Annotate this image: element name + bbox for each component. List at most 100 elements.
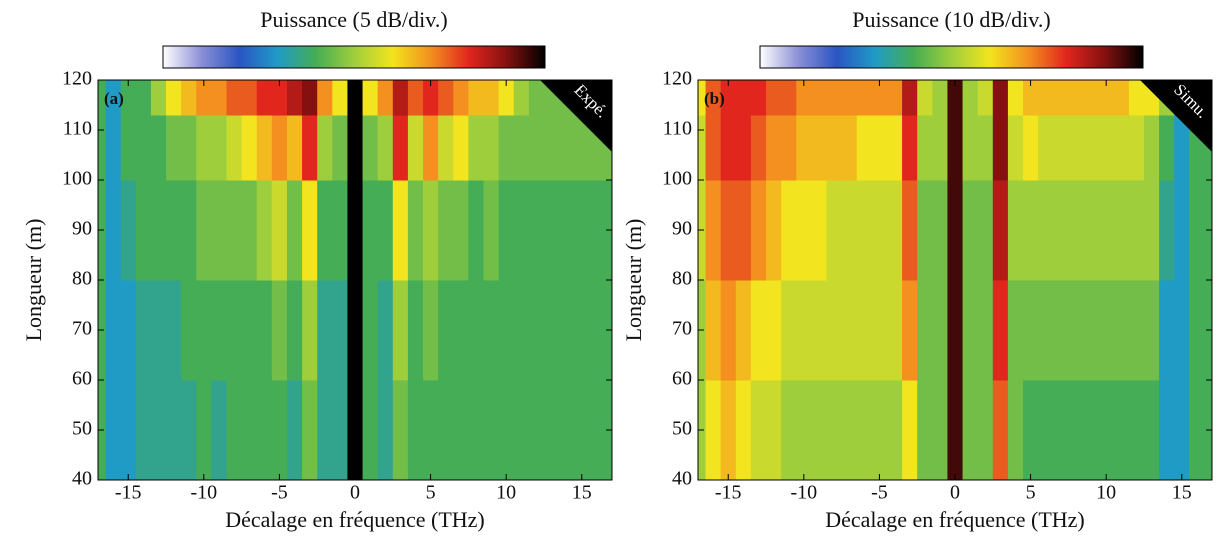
cell	[589, 280, 605, 381]
cell	[886, 180, 903, 281]
cell	[1143, 115, 1160, 181]
cell	[841, 180, 858, 281]
cell	[1159, 280, 1175, 381]
cell	[856, 80, 873, 116]
cell	[917, 280, 933, 381]
cell	[917, 115, 933, 181]
x-tick-label: 10	[1096, 482, 1116, 504]
x-tick-label: 15	[572, 482, 592, 504]
cell	[392, 180, 409, 281]
x-tick-label: -15	[715, 482, 742, 504]
cell	[392, 80, 409, 116]
cell	[977, 380, 994, 480]
cell	[1007, 80, 1024, 116]
cell	[871, 180, 888, 281]
cell	[1113, 80, 1130, 116]
cell	[1143, 180, 1160, 281]
cell	[977, 80, 994, 116]
cell	[392, 115, 409, 181]
cell	[166, 80, 182, 116]
cell	[332, 380, 348, 480]
cell	[841, 115, 858, 181]
cell	[735, 115, 752, 181]
cell	[483, 380, 500, 480]
cell	[271, 80, 288, 116]
cell	[407, 280, 424, 381]
cell	[498, 380, 515, 480]
cell	[1098, 115, 1115, 181]
cell	[286, 180, 303, 281]
cell	[947, 80, 964, 116]
cell	[407, 80, 424, 116]
cell	[98, 115, 107, 181]
cell	[120, 380, 137, 480]
cell	[438, 280, 454, 381]
cell	[317, 380, 333, 480]
cell	[559, 280, 575, 381]
cell	[1128, 80, 1145, 116]
cell	[181, 280, 197, 381]
cell	[1098, 280, 1115, 381]
cell	[1068, 80, 1084, 116]
cell	[977, 280, 994, 381]
cell	[1068, 280, 1084, 381]
cell	[302, 380, 318, 480]
cell	[105, 180, 122, 281]
cell	[150, 280, 167, 381]
x-tick-label: 0	[350, 482, 360, 504]
cell	[98, 80, 107, 116]
cell	[796, 180, 812, 281]
cell	[438, 380, 454, 480]
cell	[856, 180, 873, 281]
cell	[781, 380, 797, 480]
cell	[1038, 280, 1054, 381]
cell	[841, 80, 858, 116]
cell	[750, 180, 767, 281]
cell	[211, 180, 227, 281]
cell	[781, 180, 797, 281]
cell	[992, 115, 1009, 181]
x-tick-label: -5	[871, 482, 888, 504]
y-tick-label: 80	[72, 268, 92, 290]
y-tick-label: 120	[62, 68, 92, 90]
cell	[256, 80, 273, 116]
y-tick-label: 90	[672, 218, 692, 240]
cell	[1159, 180, 1175, 281]
cell	[332, 80, 348, 116]
y-tick-label: 100	[662, 168, 692, 190]
cell	[286, 115, 303, 181]
cell	[766, 115, 782, 181]
cell	[992, 180, 1009, 281]
cell	[1083, 380, 1100, 480]
cell	[811, 280, 827, 381]
cell	[720, 280, 737, 381]
cell	[423, 180, 439, 281]
cell	[483, 80, 500, 116]
cell	[166, 180, 182, 281]
cell	[241, 115, 258, 181]
cell	[1053, 180, 1069, 281]
cell	[698, 80, 707, 116]
cell	[856, 280, 873, 381]
cell	[781, 280, 797, 381]
cell	[362, 180, 379, 281]
cell	[135, 180, 152, 281]
colorbar-title: Puissance (5 dB/div.)	[260, 7, 447, 32]
cell	[498, 180, 515, 281]
cell	[1038, 80, 1054, 116]
y-tick-label: 60	[72, 368, 92, 390]
cell	[841, 380, 858, 480]
cell	[698, 115, 707, 181]
cell	[332, 280, 348, 381]
cell	[528, 115, 545, 181]
cell	[528, 380, 545, 480]
cell	[1023, 80, 1039, 116]
cell	[362, 280, 379, 381]
cell	[1143, 380, 1160, 480]
cell	[735, 180, 752, 281]
cell	[886, 280, 903, 381]
cell	[120, 115, 137, 181]
cell	[513, 80, 530, 116]
cell	[498, 80, 515, 116]
cell	[1053, 280, 1069, 381]
